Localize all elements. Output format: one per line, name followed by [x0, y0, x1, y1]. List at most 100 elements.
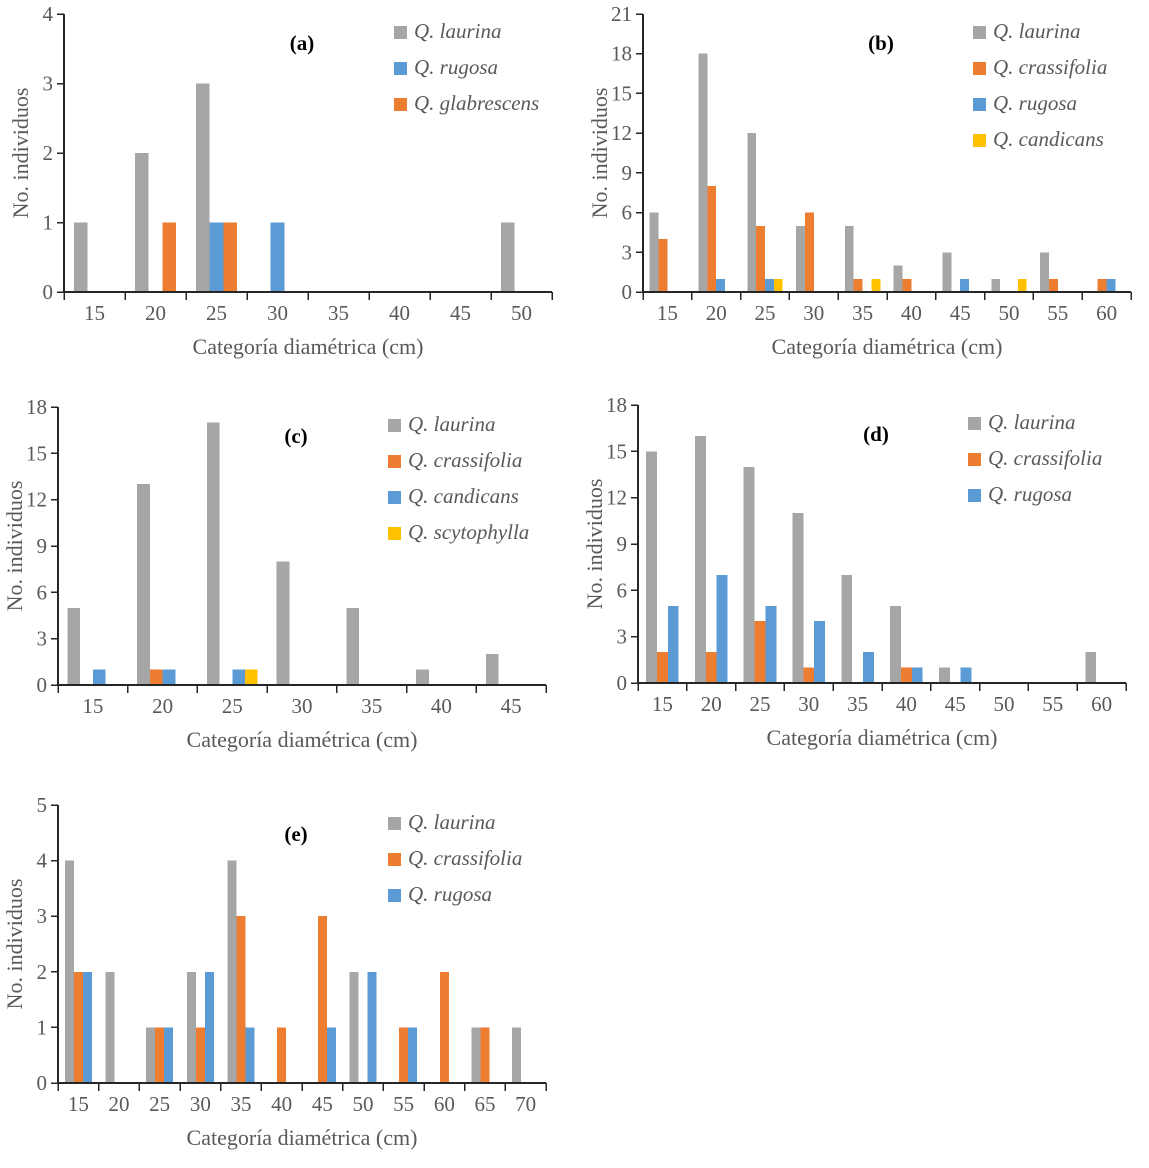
bar-q-crassifolia-20 [149, 669, 163, 685]
legend-label: Q. crassifolia [408, 846, 522, 870]
bar-q-rugosa-25 [765, 605, 777, 683]
bar-q-crassifolia-15 [658, 239, 668, 292]
x-tick-label: 45 [450, 301, 471, 325]
bar-q-crassifolia-60 [1097, 278, 1107, 292]
bar-q-laurina-25 [206, 422, 220, 685]
legend: Q. laurina Q. crassifolia Q. rugosa [968, 410, 1102, 506]
bar-q-laurina-50 [991, 278, 1001, 292]
legend-label: Q. laurina [993, 19, 1081, 43]
bar-q-rugosa-30 [814, 621, 826, 683]
y-tick-label: 3 [37, 904, 48, 928]
y-axis-title: No. individuos [582, 479, 607, 610]
bar-q-candicans-20 [162, 669, 176, 685]
bar-q-crassifolia-30 [195, 1027, 205, 1083]
chart-panel-b: 0 3 6 9 12 15 18 21 15 20 25 30 35 40 45 50 55 60 Categorí… [585, 0, 1147, 372]
bar-q-laurina-70 [512, 1027, 522, 1083]
bar-q-laurina-50 [501, 222, 515, 292]
bar-q-crassifolia-15 [73, 971, 83, 1083]
x-tick-label: 30 [292, 694, 313, 718]
x-tick-label: 20 [152, 694, 173, 718]
x-tick-label: 25 [755, 301, 776, 325]
bar-q-rugosa-45 [960, 278, 970, 292]
bar-q-laurina-35 [346, 607, 360, 685]
panel-label: (b) [868, 31, 894, 55]
x-tick-label: 15 [657, 301, 678, 325]
bar-q-laurina-40 [890, 605, 901, 683]
x-tick-label: 20 [109, 1092, 130, 1116]
legend-label: Q. crassifolia [993, 55, 1107, 79]
bar-q-laurina-20 [694, 435, 706, 683]
bar-q-crassifolia-40 [277, 1027, 287, 1083]
x-tick-label: 40 [389, 301, 410, 325]
y-tick-label: 9 [37, 534, 48, 558]
x-tick-label: 40 [896, 692, 917, 716]
panel-label: (a) [290, 31, 315, 55]
bar-q-laurina-20 [135, 153, 149, 292]
bar-q-laurina-65 [471, 1027, 481, 1083]
bar-q-crassifolia-40 [902, 278, 912, 292]
legend: Q. laurina Q. crassifolia Q. candicans Q. s… [388, 412, 529, 544]
bar-q-crassifolia-30 [803, 667, 815, 683]
x-tick-label: 60 [1091, 692, 1112, 716]
bar-q-candicans-50 [1017, 278, 1027, 292]
bar-q-glabrescens-25 [223, 222, 237, 292]
bar-q-laurina-20 [137, 484, 150, 685]
legend-label: Q. crassifolia [988, 446, 1102, 470]
bar-q-crassifolia-40 [900, 667, 912, 683]
legend: Q. laurina Q. crassifolia Q. rugosa Q. cand… [973, 19, 1107, 151]
bar-q-laurina-25 [747, 133, 757, 292]
bar-q-crassifolia-55 [399, 1027, 409, 1083]
y-tick-label: 9 [622, 161, 633, 185]
y-tick-label: 6 [622, 201, 633, 225]
x-tick-label: 50 [999, 301, 1020, 325]
y-tick-label: 1 [43, 211, 54, 235]
legend-swatch-icon [968, 489, 981, 502]
y-tick-label: 15 [611, 81, 632, 105]
legend-label: Q. laurina [414, 19, 502, 43]
bar-q-laurina-35 [844, 225, 854, 292]
legend-label: Q. rugosa [414, 55, 498, 79]
y-tick-label: 3 [43, 72, 54, 96]
bar-q-crassifolia-35 [236, 916, 246, 1083]
chart-panel-a: 0 1 2 3 4 15 20 25 30 35 40 45 50 Categoría diamétric… [6, 0, 568, 372]
y-tick-label: 12 [611, 121, 632, 145]
bar-q-laurina-25 [146, 1027, 156, 1083]
y-tick-label: 0 [617, 671, 628, 695]
legend-swatch-icon [388, 419, 401, 432]
x-tick-label: 60 [1096, 301, 1117, 325]
y-axis-title: No. individuos [587, 88, 612, 219]
bar-q-laurina-15 [649, 212, 659, 292]
bar-q-laurina-15 [64, 860, 74, 1083]
legend-swatch-icon [973, 134, 986, 147]
bar-q-laurina-60 [1085, 652, 1097, 683]
x-tick-label: 30 [267, 301, 288, 325]
x-tick-label: 20 [706, 301, 727, 325]
bar-q-laurina-30 [796, 225, 805, 292]
bar-q-laurina-50 [349, 971, 359, 1083]
legend-label: Q. candicans [993, 127, 1104, 151]
legend-label: Q. candicans [408, 484, 519, 508]
panel-label: (e) [284, 822, 307, 846]
panel-label: (c) [284, 424, 307, 448]
bar-q-rugosa-50 [367, 971, 377, 1083]
legend-swatch-icon [973, 98, 986, 111]
bar-q-rugosa-20 [716, 278, 726, 292]
chart-c: 0 3 6 9 12 15 18 15 20 25 30 35 40 45 Categoría diamét… [2, 395, 547, 752]
legend-swatch-icon [973, 62, 986, 75]
bar-q-laurina-35 [227, 860, 237, 1083]
legend-label: Q. rugosa [993, 91, 1077, 115]
bar-q-crassifolia-55 [1048, 278, 1058, 292]
legend-label: Q. crassifolia [408, 448, 522, 472]
bar-q-rugosa-30 [270, 222, 285, 292]
bar-q-rugosa-15 [667, 605, 679, 683]
y-tick-label: 3 [37, 627, 48, 651]
legend-swatch-icon [388, 817, 401, 830]
bar-q-crassifolia-25 [155, 1027, 165, 1083]
bar-q-crassifolia-45 [317, 916, 327, 1083]
y-tick-label: 0 [43, 280, 54, 304]
legend-label: Q. glabrescens [414, 91, 539, 115]
y-axis-title: No. individuos [8, 88, 33, 219]
chart-a: 0 1 2 3 4 15 20 25 30 35 40 45 50 Categoría diamétric… [8, 2, 553, 359]
x-tick-label: 35 [852, 301, 873, 325]
